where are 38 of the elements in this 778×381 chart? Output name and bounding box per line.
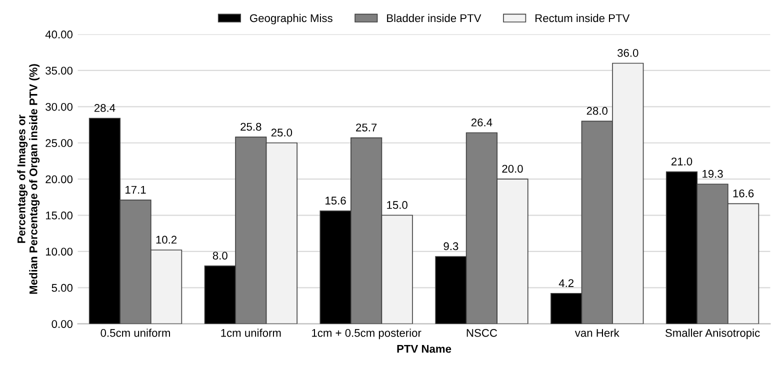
data-label: 15.0 bbox=[387, 201, 408, 209]
y-tick-label: 0.00 bbox=[52, 320, 73, 328]
data-label: 28.0 bbox=[586, 106, 608, 115]
data-label: 17.1 bbox=[126, 186, 146, 194]
data-label: 4.2 bbox=[558, 279, 574, 287]
data-label: 20.0 bbox=[502, 164, 523, 173]
data-label: 28.4 bbox=[94, 104, 116, 112]
data-label: 8.0 bbox=[212, 252, 228, 260]
data-label: 26.4 bbox=[471, 118, 492, 126]
legend-label: Bladder inside PTV bbox=[387, 14, 482, 22]
x-axis-title: PTV Name bbox=[397, 345, 452, 353]
y-tick-label: 25.00 bbox=[46, 139, 73, 148]
data-label: 21.0 bbox=[671, 158, 692, 166]
y-tick-label: 35.00 bbox=[46, 66, 73, 75]
x-tick-label: 1cm + 0.5cm posterior bbox=[312, 328, 422, 340]
y-tick-label: 15.00 bbox=[46, 212, 73, 220]
data-label: 25.8 bbox=[240, 122, 262, 131]
y-tick-label: 10.00 bbox=[46, 248, 73, 256]
data-label: 25.7 bbox=[356, 124, 377, 132]
data-label: 19.3 bbox=[702, 170, 723, 178]
x-tick-label: Smaller Anisotropic bbox=[665, 328, 760, 340]
y-tick-label: 5.00 bbox=[52, 284, 73, 292]
y-axis-title: Percentage of Images or Median Percentage of Organ inside PTV (%) bbox=[17, 64, 40, 294]
y-tick-label: 30.00 bbox=[46, 102, 73, 111]
data-label: 36.0 bbox=[618, 49, 638, 57]
legend-label: Rectum inside PTV bbox=[536, 14, 630, 22]
data-label: 25.0 bbox=[271, 128, 292, 137]
data-label: 10.2 bbox=[156, 236, 177, 244]
data-label: 16.6 bbox=[733, 189, 754, 198]
y-tick-label: 20.00 bbox=[46, 175, 73, 184]
legend-label: Geographic Miss bbox=[250, 14, 332, 24]
data-label: 9.3 bbox=[444, 242, 458, 250]
x-tick-label: 1cm uniform bbox=[221, 328, 281, 337]
x-tick-label: NSCC bbox=[466, 329, 498, 337]
x-tick-label: 0.5cm uniform bbox=[100, 328, 170, 337]
y-tick-label: 40.00 bbox=[45, 30, 73, 38]
x-tick-label: van Herk bbox=[574, 328, 620, 337]
data-label: 15.6 bbox=[326, 196, 346, 205]
